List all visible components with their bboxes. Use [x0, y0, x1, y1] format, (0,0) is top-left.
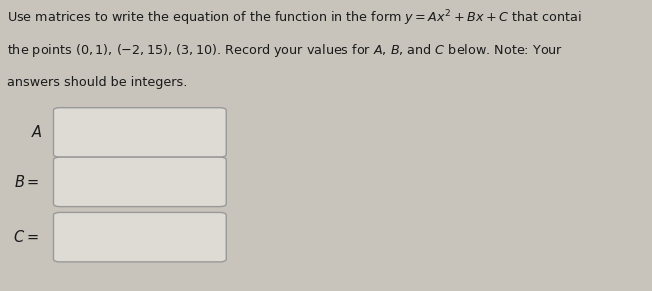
Text: the points $(0, 1)$, $(-2, 15)$, $(3, 10)$. Record your values for $A$, $B$, and: the points $(0, 1)$, $(-2, 15)$, $(3, 10…	[7, 42, 563, 59]
Text: $A$: $A$	[31, 125, 42, 140]
FancyBboxPatch shape	[53, 212, 226, 262]
Text: $B =$: $B =$	[14, 174, 39, 190]
FancyBboxPatch shape	[53, 108, 226, 157]
Text: $C =$: $C =$	[14, 229, 39, 245]
Text: answers should be integers.: answers should be integers.	[7, 76, 187, 89]
Text: Use matrices to write the equation of the function in the form $y = Ax^2 + Bx + : Use matrices to write the equation of th…	[7, 9, 581, 28]
FancyBboxPatch shape	[53, 157, 226, 207]
